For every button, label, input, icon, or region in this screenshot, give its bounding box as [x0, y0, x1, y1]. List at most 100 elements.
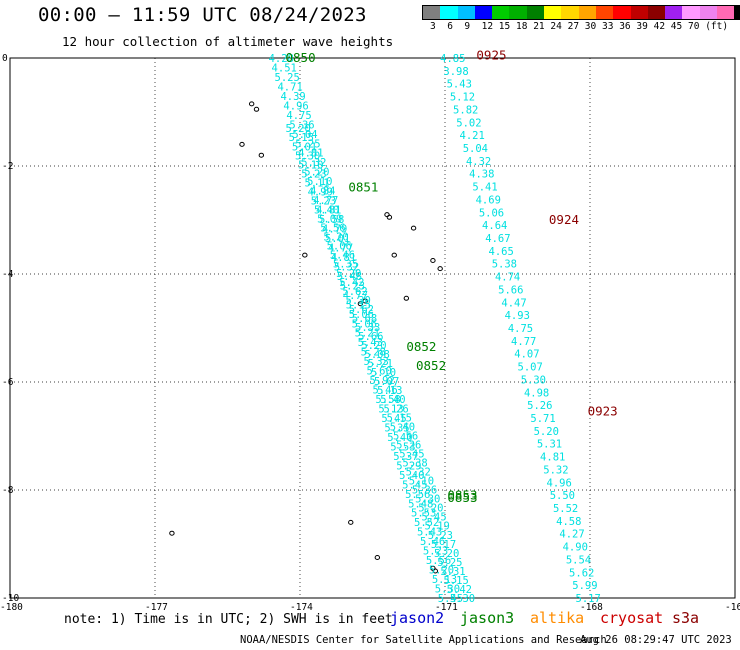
swh-value-label: 5.48: [337, 271, 362, 283]
swh-value-label: 5.33: [364, 356, 389, 368]
map-frame: [9, 57, 736, 599]
swh-value-label: 5.46: [372, 385, 397, 397]
swh-value-label: 5.36: [412, 485, 437, 497]
swh-value-label: 5.30: [346, 295, 371, 307]
swh-value-label: 5.25: [295, 138, 320, 150]
island-outline: [302, 252, 308, 258]
swh-value-label: 5.62: [342, 286, 367, 298]
swh-value-label: 4.99: [308, 186, 333, 198]
swh-value-label: 5.13: [378, 404, 403, 416]
swh-value-label: 4.67: [485, 233, 510, 245]
swh-value-label: 5.20: [534, 426, 559, 438]
swh-value-label: 5.38: [402, 457, 427, 469]
y-tick-label: -6: [2, 377, 14, 388]
colorbar-label: 21: [533, 21, 545, 32]
swh-value-label: 5.68: [352, 313, 377, 325]
colorbar-swatch: [613, 6, 631, 19]
swh-value-label: 4.84: [310, 186, 335, 198]
swh-value-label: 4.79: [322, 224, 347, 236]
island-outline: [362, 298, 368, 304]
swh-value-label: 5.58: [375, 394, 400, 406]
colorbar-label: 12: [481, 21, 494, 32]
swh-value-label: 5.10: [409, 476, 434, 488]
swh-value-label: 5.26: [527, 400, 552, 412]
swh-value-label: 5.01: [325, 233, 350, 245]
island-outline: [432, 568, 439, 574]
colorbar-swatch: [734, 6, 740, 19]
swh-value-label: 5.35: [333, 259, 358, 271]
colorbar-swatch: [647, 6, 666, 19]
colorbar-label: 70: [688, 21, 700, 32]
swh-value-label: 5.56: [405, 489, 430, 501]
swh-value-label: 4.74: [495, 272, 520, 284]
altimeter-map: -180 -177 -174 -171 -168 -160-2-4-6-8-104.284…: [0, 47, 740, 610]
swh-value-label: 5.17: [431, 539, 456, 551]
swh-value-label: 5.15: [444, 575, 469, 587]
swh-value-label: 5.32: [334, 261, 359, 273]
swh-value-label: 5.46: [420, 536, 445, 548]
swh-value-label: 5.66: [498, 284, 523, 296]
swh-value-label: 5.13: [432, 574, 457, 586]
swh-value-label: 5.42: [339, 277, 364, 289]
swh-value-label: 4.98: [524, 387, 549, 399]
swh-value-label: 4.96: [283, 100, 308, 112]
swh-value-label: 5.66: [358, 331, 383, 343]
swh-value-label: 5.40: [387, 432, 412, 444]
swh-value-label: 5.40: [314, 205, 339, 217]
swh-value-label: 4.64: [482, 220, 507, 232]
swh-value-label: 5.32: [543, 464, 568, 476]
swh-value-label: 5.48: [408, 498, 433, 510]
pass-time-label: 0923: [588, 404, 618, 419]
swh-value-label: 5.20: [304, 167, 329, 179]
island-outline: [430, 258, 436, 263]
colorbar-swatch: [440, 6, 458, 19]
wave-height-colorbar: [422, 5, 740, 20]
colorbar-label: 42: [653, 21, 666, 32]
swh-value-label: 5.92: [369, 375, 394, 387]
swh-value-label: 5.08: [365, 349, 390, 361]
island-outline: [357, 301, 364, 307]
swh-value-label: 5.40: [399, 470, 424, 482]
island-outline: [348, 519, 354, 525]
swh-value-label: 5.10: [371, 367, 396, 379]
pass-time-label: 0853: [447, 487, 477, 502]
swh-value-label: 5.06: [327, 241, 352, 253]
island-outline: [410, 225, 417, 231]
colorbar-swatch: [509, 6, 527, 19]
swh-value-label: 5.33: [355, 322, 380, 334]
swh-value-label: 5.06: [479, 207, 504, 219]
colorbar-swatch: [526, 6, 545, 19]
island-outline: [253, 106, 260, 112]
swh-value-label: 5.20: [361, 340, 386, 352]
swh-value-label: 4.75: [286, 110, 311, 122]
swh-value-label: 5.07: [374, 376, 399, 388]
x-tick-label: -16: [725, 602, 740, 610]
swh-value-label: 5.71: [530, 413, 555, 425]
swh-value-label: 5.02: [456, 117, 481, 129]
satellite-legend-jason2: jason2: [390, 609, 445, 627]
island-outline: [258, 152, 265, 158]
swh-value-label: 5.45: [402, 479, 427, 491]
swh-value-label: 5.45: [381, 413, 406, 425]
swh-value-label: 4.27: [559, 529, 584, 541]
swh-value-label: 5.28: [361, 347, 386, 359]
swh-value-label: 5.19: [425, 521, 450, 533]
swh-value-label: 5.20: [418, 503, 443, 515]
swh-value-label: 5.23: [311, 195, 336, 207]
swh-value-label: 4.21: [460, 130, 485, 142]
colorbar-label: 33: [602, 21, 614, 32]
x-tick-label: -171: [435, 602, 458, 610]
swh-value-label: 4.39: [280, 91, 305, 103]
colorbar-label: 39: [636, 21, 648, 32]
swh-value-label: 4.38: [469, 169, 494, 181]
pass-time-label: 0852: [416, 358, 446, 373]
island-outline: [391, 252, 397, 258]
swh-value-label: 5.40: [390, 421, 415, 433]
swh-value-label: 5.56: [426, 555, 451, 567]
swh-value-label: 5.53: [390, 441, 415, 453]
swh-value-label: 5.23: [428, 530, 453, 542]
colorbar-swatch: [665, 6, 683, 19]
swh-value-label: 5.20: [323, 232, 348, 244]
swh-value-label: 5.01: [292, 141, 317, 153]
swh-value-label: 5.31: [537, 439, 562, 451]
